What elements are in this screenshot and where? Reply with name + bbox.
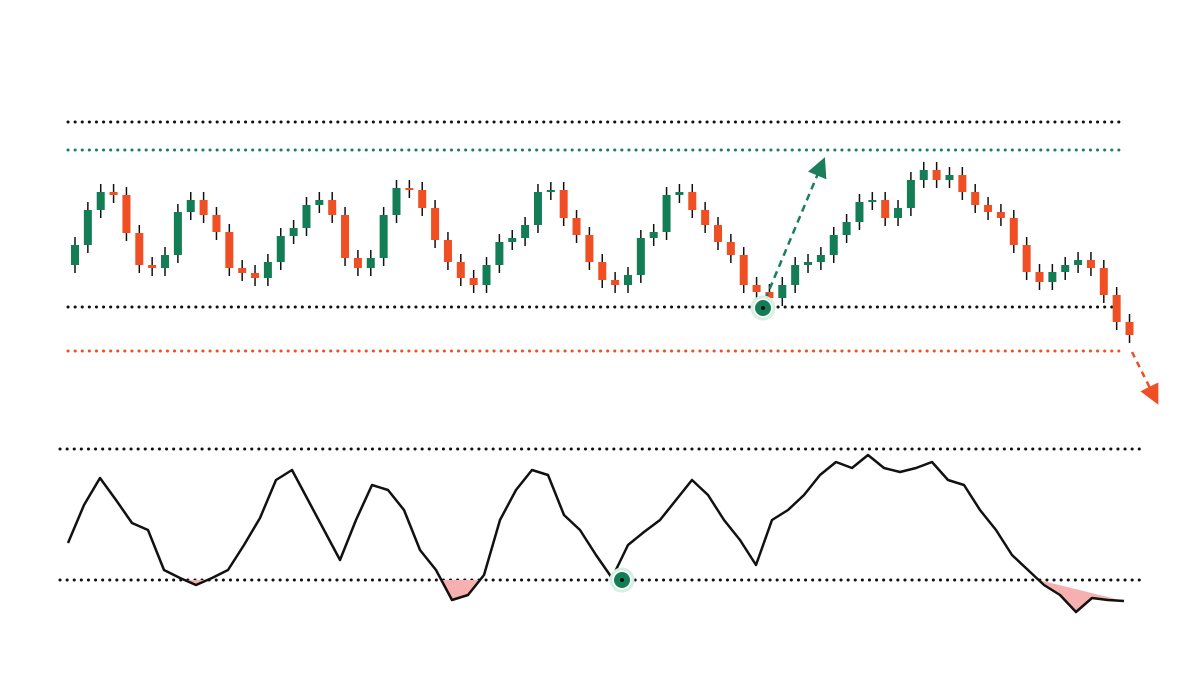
candle-body xyxy=(482,265,491,285)
candle-body xyxy=(495,242,504,265)
candle-body xyxy=(842,222,851,235)
candle-body xyxy=(662,195,671,232)
candle-body xyxy=(932,170,941,180)
candle-body xyxy=(83,210,92,245)
plot xyxy=(58,120,1142,614)
candle-body xyxy=(122,195,131,233)
candle-body xyxy=(739,255,748,285)
candle-body xyxy=(906,180,915,208)
candle-body xyxy=(521,225,530,238)
candle-body xyxy=(431,208,440,240)
candle-body xyxy=(572,218,581,235)
candle-body xyxy=(418,190,427,208)
signal-marker xyxy=(750,295,776,321)
candle-body xyxy=(1099,268,1108,295)
signal-marker xyxy=(609,567,635,593)
candle-body xyxy=(533,192,542,225)
candle-body xyxy=(366,258,375,268)
candle-body xyxy=(199,200,208,215)
candle-body xyxy=(238,268,247,273)
candle-body xyxy=(958,175,967,192)
candle-body xyxy=(1086,260,1095,268)
candle-body xyxy=(636,238,645,275)
below-level-fill xyxy=(1038,580,1124,612)
candle-body xyxy=(1009,218,1018,245)
candle-body xyxy=(984,205,993,212)
candle-body xyxy=(251,273,260,278)
candle-body xyxy=(96,192,105,210)
candle-body xyxy=(688,192,697,210)
candle-body xyxy=(1022,245,1031,272)
candle-body xyxy=(508,238,517,242)
candle-body xyxy=(186,200,195,212)
candle-body xyxy=(469,278,478,285)
candle-body xyxy=(881,200,890,218)
candle-body xyxy=(816,255,825,262)
candle-body xyxy=(804,262,813,265)
candle-body xyxy=(675,192,684,195)
breakout-arrow xyxy=(763,157,827,301)
candle-body xyxy=(1061,265,1070,272)
candle-body xyxy=(765,292,774,298)
candle-body xyxy=(225,232,234,268)
candle-body xyxy=(341,215,350,258)
candle-body xyxy=(829,235,838,255)
candle-body xyxy=(1112,295,1121,322)
candle-body xyxy=(752,285,761,292)
candle-body xyxy=(649,232,658,238)
candle-body xyxy=(109,192,118,195)
candle-body xyxy=(894,208,903,218)
candle-body xyxy=(726,242,735,255)
candle-body xyxy=(302,205,311,228)
candle-body xyxy=(71,245,79,265)
candle-body xyxy=(212,215,221,232)
candle-body xyxy=(263,262,272,278)
candle-body xyxy=(791,265,800,285)
below-level-fill xyxy=(441,580,480,600)
candle-body xyxy=(353,258,362,268)
candle-body xyxy=(276,236,285,262)
candle-body xyxy=(971,192,980,205)
candle-body xyxy=(996,212,1005,218)
candle-body xyxy=(379,215,388,258)
candle-body xyxy=(392,188,401,215)
oscillator-line xyxy=(66,453,1125,614)
candle-body xyxy=(173,212,182,255)
candle-body xyxy=(328,200,337,215)
candle-body xyxy=(546,190,555,192)
candle-body xyxy=(161,255,170,268)
candle-body xyxy=(945,175,954,180)
candle-body xyxy=(559,190,568,218)
candle-body xyxy=(598,262,607,280)
candle-body xyxy=(1035,272,1044,282)
candle-body xyxy=(315,200,324,205)
candle-body xyxy=(1074,260,1083,265)
candle-body xyxy=(778,285,787,298)
candle-body xyxy=(585,235,594,262)
candle-body xyxy=(701,210,710,225)
breakdown-arrow xyxy=(1130,351,1159,405)
candle-body xyxy=(443,240,452,262)
candle-body xyxy=(135,233,144,265)
candle-body xyxy=(405,188,414,190)
candle-body xyxy=(1125,322,1134,335)
candle-body xyxy=(456,262,465,278)
candle-body xyxy=(1048,272,1057,282)
candle-body xyxy=(623,275,632,285)
candle-body xyxy=(289,228,298,236)
candle-body xyxy=(919,170,928,180)
candle-body xyxy=(855,202,864,222)
candle-body xyxy=(148,265,157,268)
candle-body xyxy=(868,200,877,202)
candle-body xyxy=(611,280,620,285)
candle-body xyxy=(714,225,722,242)
